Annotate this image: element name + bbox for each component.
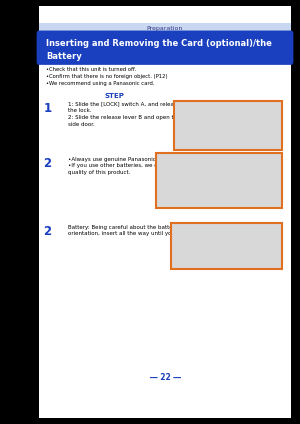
Text: •Always use genuine Panasonic batteries.
•If you use other batteries, we cannot : •Always use genuine Panasonic batteries.…: [68, 157, 214, 175]
Text: 2: 2: [44, 157, 52, 170]
FancyBboxPatch shape: [156, 153, 282, 208]
Text: 1: 1: [44, 102, 52, 115]
Text: Battery: Being careful about the battery
orientation, insert all the way until y: Battery: Being careful about the battery…: [68, 225, 180, 236]
FancyBboxPatch shape: [171, 223, 282, 269]
FancyBboxPatch shape: [174, 101, 282, 150]
Text: Inserting and Removing the Card (optional)/the
Battery: Inserting and Removing the Card (optiona…: [46, 39, 272, 61]
FancyBboxPatch shape: [39, 6, 291, 418]
Text: Preparation: Preparation: [147, 26, 183, 31]
FancyBboxPatch shape: [37, 31, 293, 65]
Text: •Check that this unit is turned off.
•Confirm that there is no foreign object. (: •Check that this unit is turned off. •Co…: [46, 67, 168, 86]
Text: 2: 2: [44, 225, 52, 238]
Text: ― 22 ―: ― 22 ―: [149, 373, 181, 382]
Text: 1: Slide the [LOCK] switch A, and release
the lock.
2: Slide the release lever B: 1: Slide the [LOCK] switch A, and releas…: [68, 102, 180, 126]
Text: STEP: STEP: [104, 93, 124, 99]
FancyBboxPatch shape: [39, 23, 291, 34]
